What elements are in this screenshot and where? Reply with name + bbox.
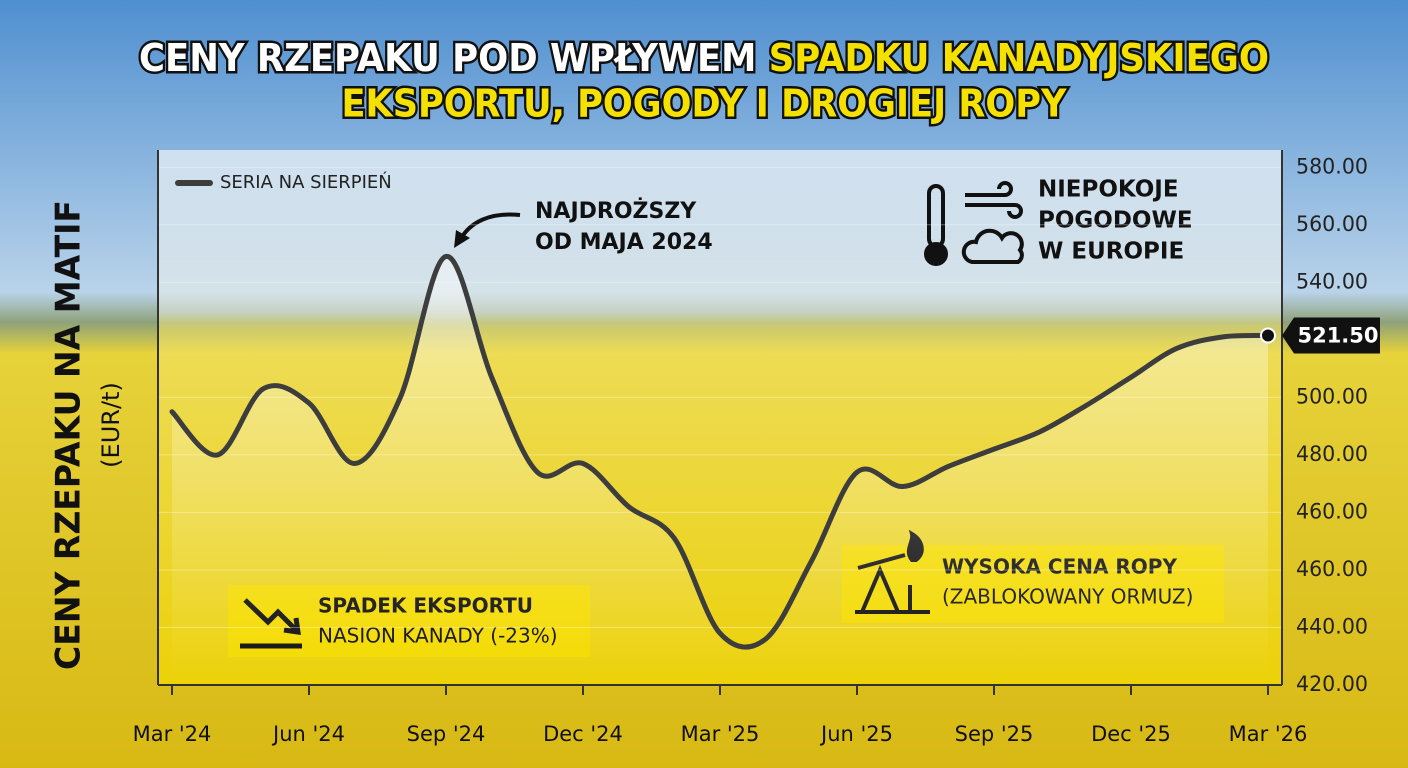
y-tick-label: 460.00 [1296, 557, 1368, 581]
x-tick-label: Jun '24 [271, 722, 345, 746]
annotation-arrow-head [454, 230, 470, 248]
annotation-text: OD MAJA 2024 [535, 230, 713, 255]
y-tick-label: 540.00 [1296, 269, 1368, 293]
title-part: CENY RZEPAKU POD WPŁYWEM [139, 36, 756, 80]
area-fill [172, 256, 1268, 685]
x-tick-label: Mar '25 [681, 722, 760, 746]
annotation-text: NIEPOKOJE [1038, 177, 1179, 203]
title: CENY RZEPAKU POD WPŁYWEM SPADKU KANADYJS… [137, 33, 1272, 128]
x-tick-label: Jun '25 [819, 722, 893, 746]
x-tick-label: Sep '24 [407, 722, 486, 746]
legend-label: SERIA NA SIERPIEŃ [220, 171, 392, 193]
y-tick-label: 420.00 [1296, 672, 1368, 696]
y-axis-unit: (EUR/t) [97, 382, 125, 468]
price-line [169, 253, 1271, 650]
y-tick-label: 560.00 [1296, 212, 1368, 236]
title-line: CENY RZEPAKU POD WPŁYWEM SPADKU KANADYJS… [139, 36, 1269, 80]
y-tick-label: 500.00 [1296, 384, 1368, 408]
x-tick-label: Mar '24 [133, 722, 212, 746]
y-tick-label: 480.00 [1296, 442, 1368, 466]
x-tick-label: Mar '26 [1229, 722, 1308, 746]
annotation-text: W EUROPIE [1038, 239, 1184, 265]
value-label: 521.50 [1297, 324, 1378, 348]
y-tick-label: 460.00 [1296, 499, 1368, 523]
x-tick-label: Dec '24 [543, 722, 623, 746]
annotation-text: POGODOWE [1038, 208, 1193, 234]
end-point [1260, 327, 1276, 344]
y-tick-label: 440.00 [1296, 614, 1368, 638]
x-tick-label: Dec '25 [1091, 722, 1171, 746]
y-tick-label: 580.00 [1296, 154, 1368, 178]
icon-weather [924, 181, 1024, 266]
x-tick-label: Sep '25 [955, 722, 1034, 746]
y-axis-label: CENY RZEPAKU NA MATIF [49, 200, 89, 670]
value-callout [1282, 317, 1380, 354]
annotation-text: NAJDROŻSZY [535, 198, 697, 224]
title-line: EKSPORTU, POGODY I DROGIEJ ROPY [342, 82, 1067, 126]
title-part: SPADKU KANADYJSKIEGO [769, 36, 1269, 80]
